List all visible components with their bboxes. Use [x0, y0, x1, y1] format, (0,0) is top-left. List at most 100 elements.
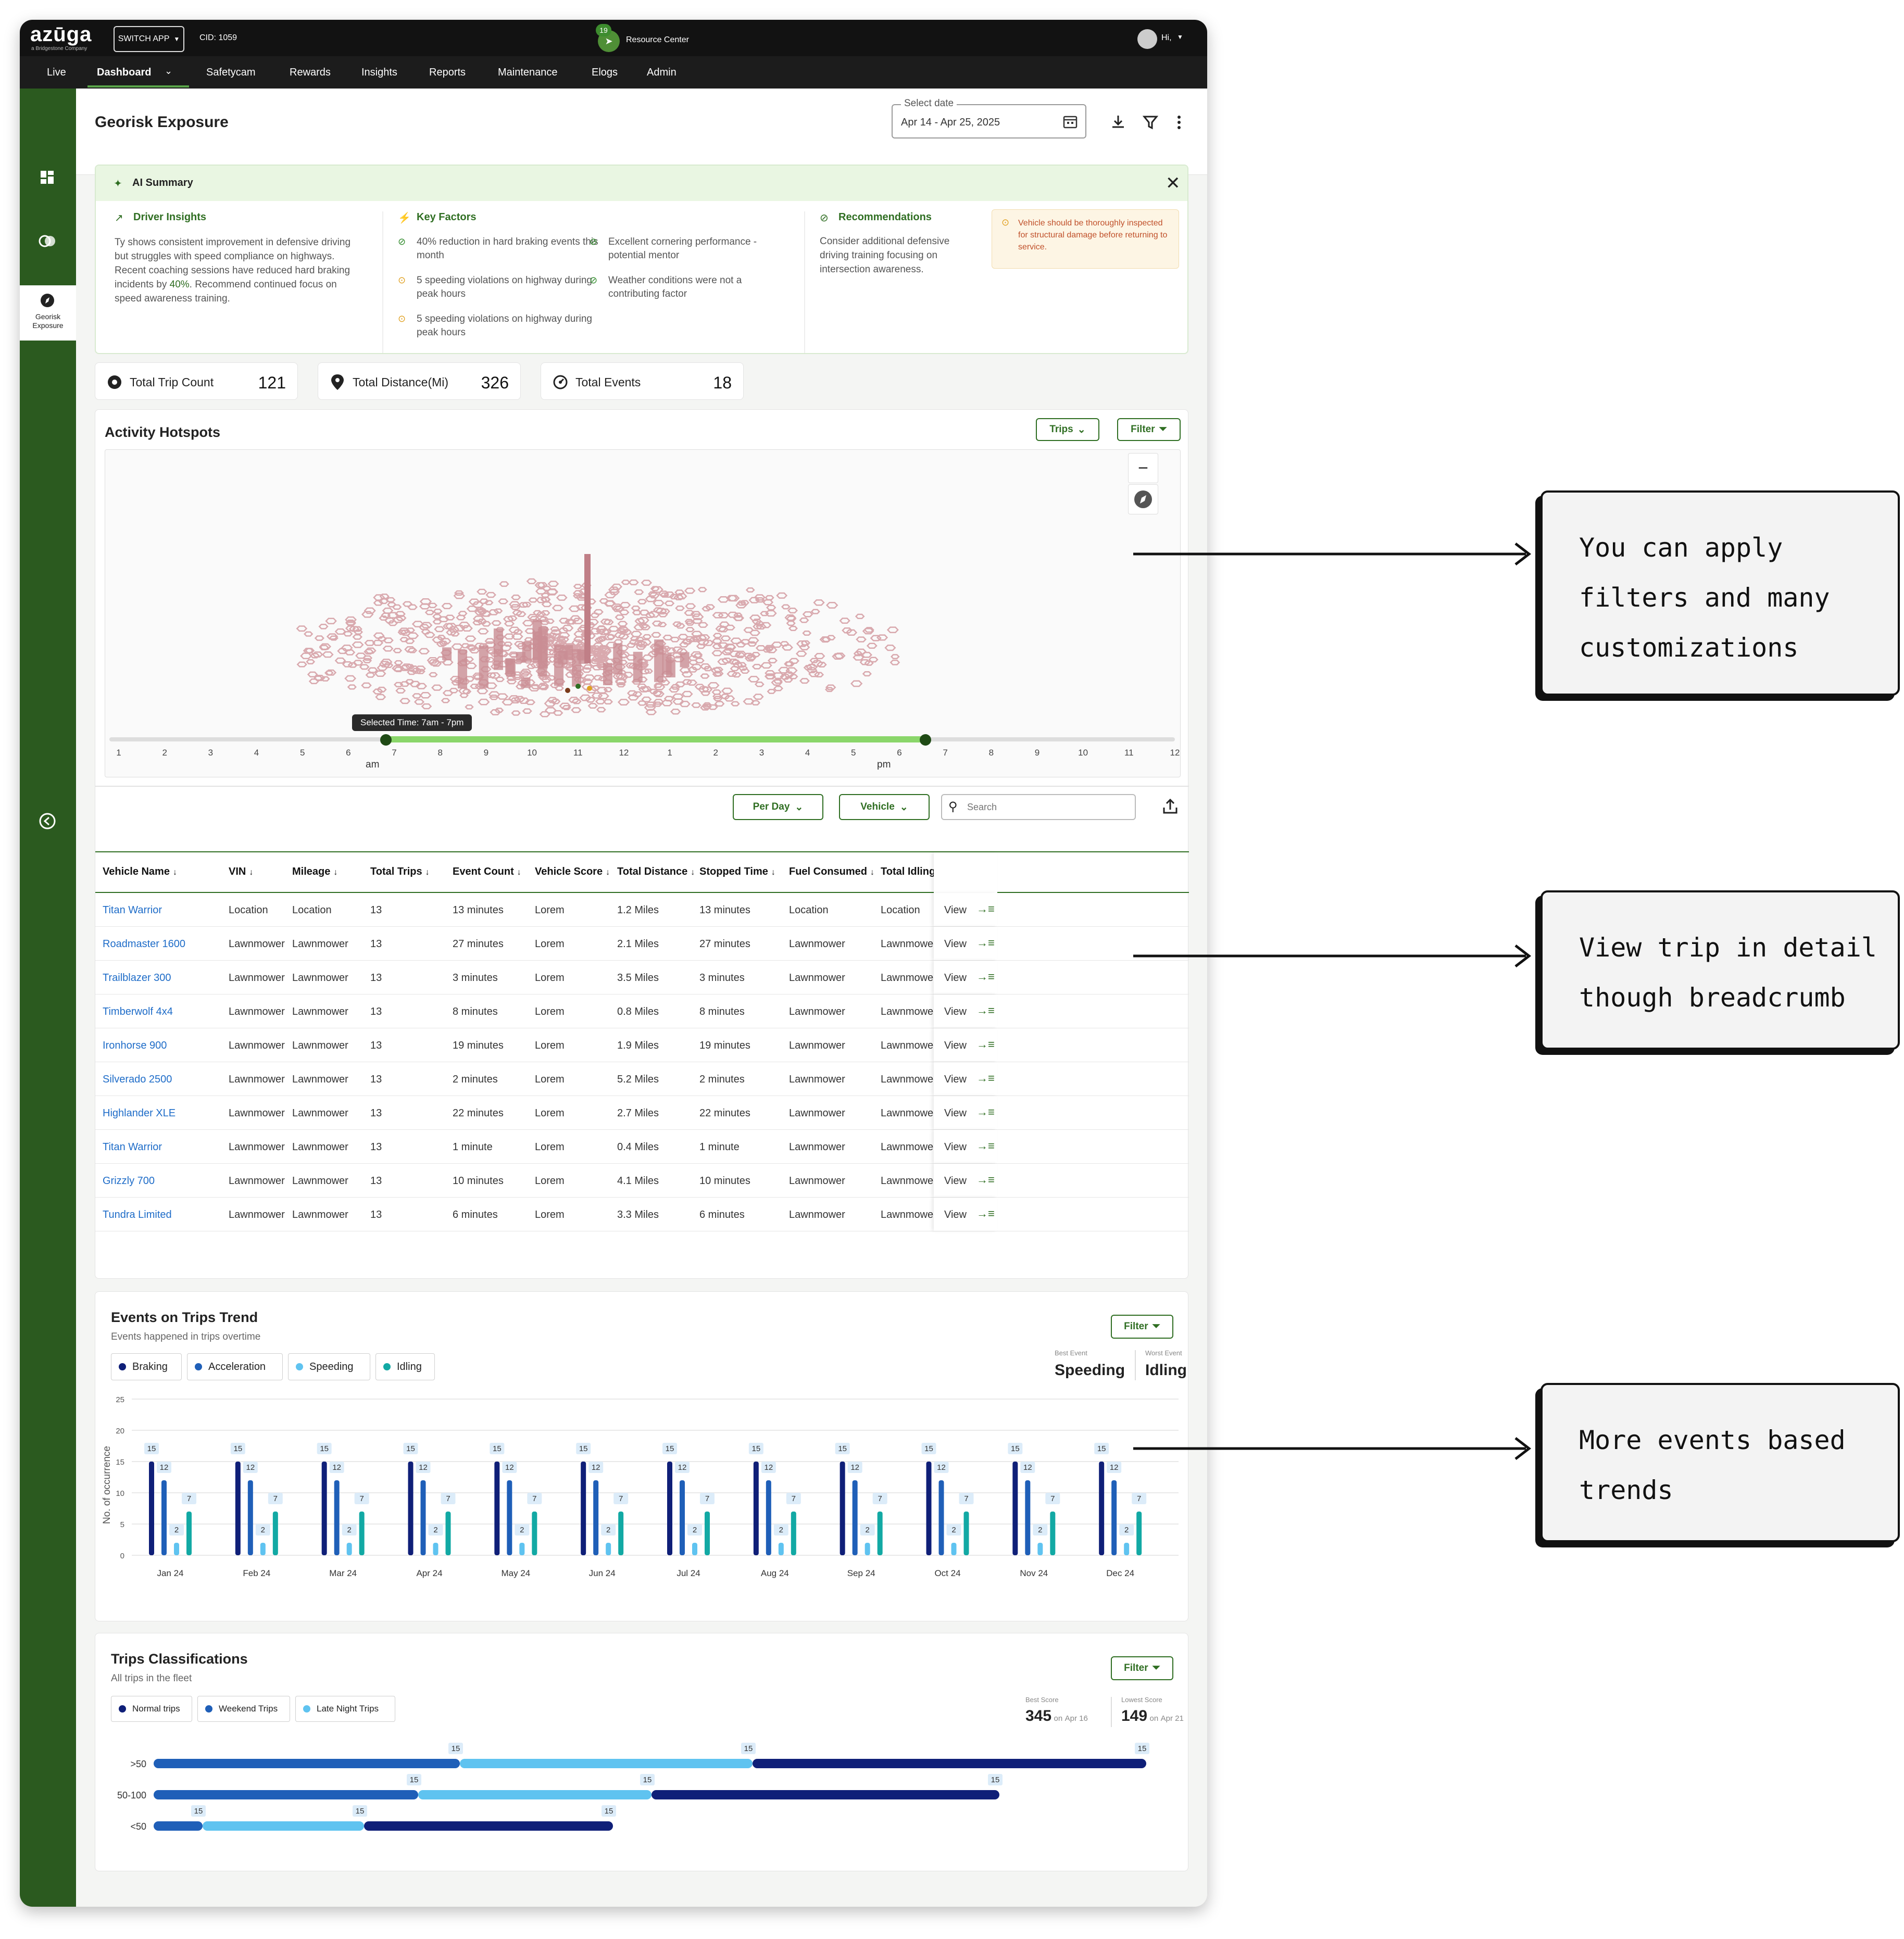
vehicle-name-link[interactable]: Titan Warrior — [103, 904, 162, 916]
bar-idling[interactable] — [445, 1512, 451, 1555]
view-link[interactable]: View — [944, 972, 967, 984]
bar-speeding[interactable] — [606, 1543, 611, 1555]
legend-weekend-trips[interactable]: Weekend Trips — [197, 1696, 290, 1722]
bar-acceleration[interactable] — [247, 1480, 253, 1555]
bar-acceleration[interactable] — [938, 1480, 944, 1555]
bar-idling[interactable] — [1136, 1512, 1142, 1555]
bar-braking[interactable] — [494, 1462, 500, 1555]
view-link[interactable]: View — [944, 1209, 967, 1220]
legend-normal-trips[interactable]: Normal trips — [111, 1696, 192, 1722]
bar-braking[interactable] — [1099, 1462, 1105, 1555]
segment-late-night-trips[interactable] — [203, 1821, 364, 1831]
segment-normal-trips[interactable] — [364, 1821, 613, 1831]
bar-braking[interactable] — [840, 1462, 845, 1555]
switch-app-button[interactable]: SWITCH APP ▼ — [114, 26, 184, 52]
bar-acceleration[interactable] — [507, 1480, 512, 1555]
bar-idling[interactable] — [532, 1512, 537, 1555]
nav-reports[interactable]: Reports — [429, 67, 466, 78]
legend-idling[interactable]: Idling — [375, 1353, 435, 1380]
bar-idling[interactable] — [618, 1512, 624, 1555]
bar-braking[interactable] — [235, 1462, 241, 1555]
column-header[interactable]: Stopped Time ↓ — [699, 866, 775, 878]
bar-speeding[interactable] — [1037, 1543, 1043, 1555]
segment-weekend-trips[interactable] — [154, 1821, 203, 1831]
zoom-out-button[interactable]: − — [1128, 453, 1158, 483]
bar-speeding[interactable] — [346, 1543, 352, 1555]
bar-idling[interactable] — [877, 1512, 883, 1555]
column-header[interactable]: Total Trips ↓ — [370, 866, 430, 878]
column-header[interactable]: Mileage ↓ — [292, 866, 337, 878]
time-slider-handle-start[interactable] — [380, 734, 392, 746]
avatar[interactable] — [1137, 29, 1157, 49]
view-link[interactable]: View — [944, 938, 967, 950]
bar-braking[interactable] — [581, 1462, 586, 1555]
bar-braking[interactable] — [667, 1462, 672, 1555]
more-vertical-icon[interactable] — [1174, 114, 1184, 131]
time-slider-handle-end[interactable] — [920, 734, 931, 746]
vehicle-name-link[interactable]: Roadmaster 1600 — [103, 938, 185, 950]
per-day-dropdown[interactable]: Per Day ⌄ — [733, 794, 823, 820]
event-marker[interactable] — [587, 686, 592, 691]
bar-braking[interactable] — [408, 1462, 414, 1555]
dashboard-chevron-icon[interactable]: ⌄ — [165, 66, 173, 76]
open-detail-icon[interactable]: →≡ — [976, 1004, 995, 1017]
vehicle-name-link[interactable]: Ironhorse 900 — [103, 1040, 167, 1051]
open-detail-icon[interactable]: →≡ — [976, 1139, 995, 1152]
nav-maintenance[interactable]: Maintenance — [498, 67, 558, 78]
column-header[interactable]: VIN ↓ — [229, 866, 253, 878]
overlap-circles-icon[interactable] — [39, 233, 56, 249]
bar-speeding[interactable] — [433, 1543, 439, 1555]
bar-idling[interactable] — [963, 1512, 969, 1555]
bar-braking[interactable] — [149, 1462, 154, 1555]
bar-idling[interactable] — [359, 1512, 365, 1555]
bar-braking[interactable] — [926, 1462, 932, 1555]
bar-idling[interactable] — [272, 1512, 278, 1555]
column-header[interactable]: Vehicle Score ↓ — [535, 866, 610, 878]
open-detail-icon[interactable]: →≡ — [976, 970, 995, 983]
bar-acceleration[interactable] — [852, 1480, 858, 1555]
bar-acceleration[interactable] — [420, 1480, 426, 1555]
nav-rewards[interactable]: Rewards — [290, 67, 331, 78]
vehicle-name-link[interactable]: Grizzly 700 — [103, 1175, 155, 1187]
legend-braking[interactable]: Braking — [111, 1353, 182, 1380]
close-icon[interactable]: ✕ — [1166, 173, 1181, 193]
legend-acceleration[interactable]: Acceleration — [187, 1353, 283, 1380]
column-header[interactable]: Fuel Consumed ↓ — [789, 866, 874, 878]
open-detail-icon[interactable]: →≡ — [976, 1072, 995, 1085]
event-marker[interactable] — [565, 688, 570, 693]
segment-weekend-trips[interactable] — [154, 1759, 460, 1768]
bar-speeding[interactable] — [865, 1543, 870, 1555]
vehicle-name-link[interactable]: Silverado 2500 — [103, 1074, 172, 1085]
open-detail-icon[interactable]: →≡ — [976, 1207, 995, 1220]
bar-acceleration[interactable] — [680, 1480, 685, 1555]
nav-insights[interactable]: Insights — [361, 67, 397, 78]
vehicle-name-link[interactable]: Highlander XLE — [103, 1107, 176, 1119]
open-detail-icon[interactable]: →≡ — [976, 902, 995, 915]
nav-safetycam[interactable]: Safetycam — [206, 67, 256, 78]
view-link[interactable]: View — [944, 1175, 967, 1187]
trips-class-filter-button[interactable]: Filter ⏷ — [1111, 1656, 1173, 1680]
date-range-picker[interactable]: Select date Apr 14 - Apr 25, 2025 — [892, 98, 1086, 138]
bar-acceleration[interactable] — [1111, 1480, 1117, 1555]
filter-icon[interactable] — [1142, 114, 1159, 131]
open-detail-icon[interactable]: →≡ — [976, 1105, 995, 1118]
user-menu-chevron-icon[interactable]: ▼ — [1177, 33, 1183, 41]
sidebar-item-georisk[interactable]: Georisk Exposure — [20, 285, 76, 341]
bar-acceleration[interactable] — [161, 1480, 167, 1555]
segment-late-night-trips[interactable] — [460, 1759, 753, 1768]
open-detail-icon[interactable]: →≡ — [976, 936, 995, 949]
bar-speeding[interactable] — [260, 1543, 266, 1555]
vehicle-name-link[interactable]: Trailblazer 300 — [103, 972, 171, 984]
bar-idling[interactable] — [1050, 1512, 1056, 1555]
download-icon[interactable] — [1109, 114, 1127, 131]
bar-acceleration[interactable] — [766, 1480, 771, 1555]
bar-braking[interactable] — [753, 1462, 759, 1555]
column-header[interactable]: Vehicle Name ↓ — [103, 866, 177, 878]
export-icon[interactable] — [1161, 797, 1180, 816]
view-link[interactable]: View — [944, 1006, 967, 1017]
bar-acceleration[interactable] — [1025, 1480, 1031, 1555]
view-link[interactable]: View — [944, 1074, 967, 1085]
bar-speeding[interactable] — [692, 1543, 697, 1555]
legend-late-night-trips[interactable]: Late Night Trips — [295, 1696, 395, 1722]
vehicle-name-link[interactable]: Tundra Limited — [103, 1209, 172, 1220]
